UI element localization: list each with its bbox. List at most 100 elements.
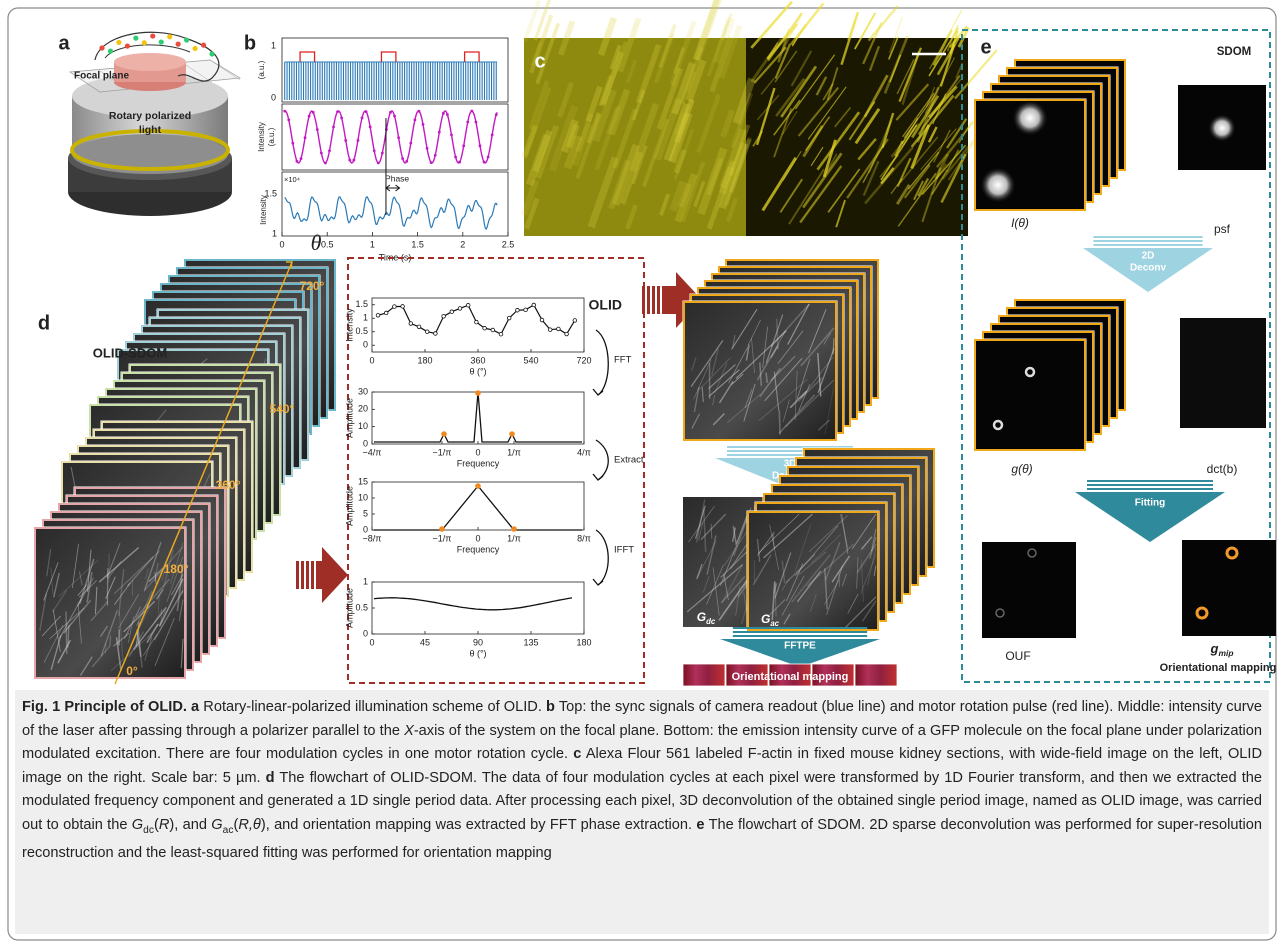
laser-point	[328, 149, 331, 152]
peak-point	[509, 431, 515, 437]
molecule	[150, 33, 155, 38]
mapping-label: Orientational mapping	[732, 671, 849, 683]
angle-label: 0°	[126, 664, 138, 678]
laser-point	[369, 125, 372, 128]
flow-arrow	[296, 547, 348, 603]
image-label: I(θ)	[1011, 216, 1029, 230]
laser-point	[434, 154, 437, 157]
intensity-point	[442, 314, 446, 318]
fftpe-arrow	[733, 627, 867, 629]
caption-text: G	[132, 817, 143, 833]
step-label: Extract	[614, 455, 644, 466]
image-label: g(θ)	[1011, 462, 1032, 476]
intensity-point	[524, 308, 528, 312]
laser-point	[442, 112, 445, 115]
flow-arrow	[662, 286, 678, 314]
laser-point	[454, 156, 457, 159]
flow-arrow	[311, 561, 314, 589]
intensity-point	[499, 332, 503, 336]
angle-label: 540°	[270, 402, 295, 416]
laser-point	[426, 147, 429, 150]
step-arrow	[593, 474, 603, 480]
tick-label: 15	[358, 476, 368, 486]
axis-label: Amplitude	[344, 486, 354, 526]
laser-point	[373, 149, 376, 152]
tick-label: 0	[363, 628, 368, 638]
diagram-title: OLID-SDOM	[93, 345, 167, 360]
laser-point	[340, 116, 343, 119]
axis-label: Intensity	[344, 308, 354, 342]
axis-label: Frequency	[457, 544, 500, 554]
intensity-point	[458, 307, 462, 311]
tick-label: 0.5	[355, 326, 368, 336]
arrow-label: FFTPE	[784, 641, 816, 652]
laser-point	[470, 110, 473, 113]
intensity-point	[548, 328, 552, 332]
label-base: g	[1210, 641, 1219, 656]
laser-point	[487, 156, 490, 159]
molecule	[159, 39, 164, 44]
tick-label: 180	[576, 637, 591, 647]
laser-point	[466, 121, 469, 124]
flow-arrow	[306, 561, 309, 589]
laser-point	[475, 121, 478, 124]
axis-symbol: θ	[311, 230, 322, 255]
intensity-point	[401, 305, 405, 309]
sdom-label: SDOM	[1217, 46, 1252, 58]
fitting-arrow	[1087, 480, 1213, 482]
laser-point	[291, 142, 294, 145]
laser-point	[393, 115, 396, 118]
tick-label: 8/π	[577, 533, 591, 543]
intensity-point	[557, 327, 561, 331]
axis-label: Amplitude	[344, 588, 354, 628]
dct-image	[1180, 318, 1266, 428]
bright-spot	[980, 167, 1016, 203]
olid-label: OLID	[589, 297, 622, 313]
panel-label: e	[980, 36, 991, 58]
image-label: OUF	[1005, 649, 1030, 663]
laser-point	[316, 128, 319, 131]
laser-point	[320, 152, 323, 155]
laser-point	[446, 113, 449, 116]
tick-label: −4/π	[363, 447, 382, 457]
fitting-arrow	[1087, 488, 1213, 490]
light-label: Rotary polarized	[109, 110, 191, 122]
axis-label: (a.u.)	[257, 60, 266, 79]
tick-label: 10	[358, 421, 368, 431]
tick-label: 0	[271, 92, 276, 102]
deconv-arrow	[1093, 244, 1202, 246]
phase-label: Phase	[385, 173, 409, 183]
flow-arrow	[301, 561, 304, 589]
laser-point	[479, 144, 482, 147]
tick-label: −8/π	[363, 533, 382, 543]
laser-point	[413, 118, 416, 121]
dashed-box	[348, 258, 644, 683]
molecule	[192, 46, 197, 51]
step-arrow	[596, 530, 608, 585]
laser-point	[405, 160, 408, 163]
cell-fiber	[66, 611, 67, 653]
laser-point	[401, 157, 404, 160]
molecule	[176, 42, 181, 47]
step-label: IFFT	[614, 545, 634, 556]
tick-label: 2.5	[502, 239, 515, 249]
caption-text: Rotary-linear-polarized illumination sch…	[199, 699, 546, 715]
tick-label: 0	[279, 239, 284, 249]
step-arrow	[593, 389, 603, 395]
caption-text: ), and	[169, 817, 211, 833]
tick-label: 0.5	[355, 602, 368, 612]
laser-point	[409, 142, 412, 145]
laser-point	[348, 159, 351, 162]
laser-point	[397, 136, 400, 139]
axis-label: Frequency	[457, 458, 500, 468]
actin-fiber	[869, 6, 898, 41]
tick-label: 720	[576, 355, 591, 365]
tick-label: 90	[473, 637, 483, 647]
tick-label: 0	[369, 355, 374, 365]
caption-text: X	[404, 723, 414, 739]
laser-point	[381, 152, 384, 155]
flow-arrow	[296, 561, 299, 589]
phase-arrow	[386, 185, 400, 191]
laser-point	[495, 113, 498, 116]
intensity-point	[475, 320, 479, 324]
